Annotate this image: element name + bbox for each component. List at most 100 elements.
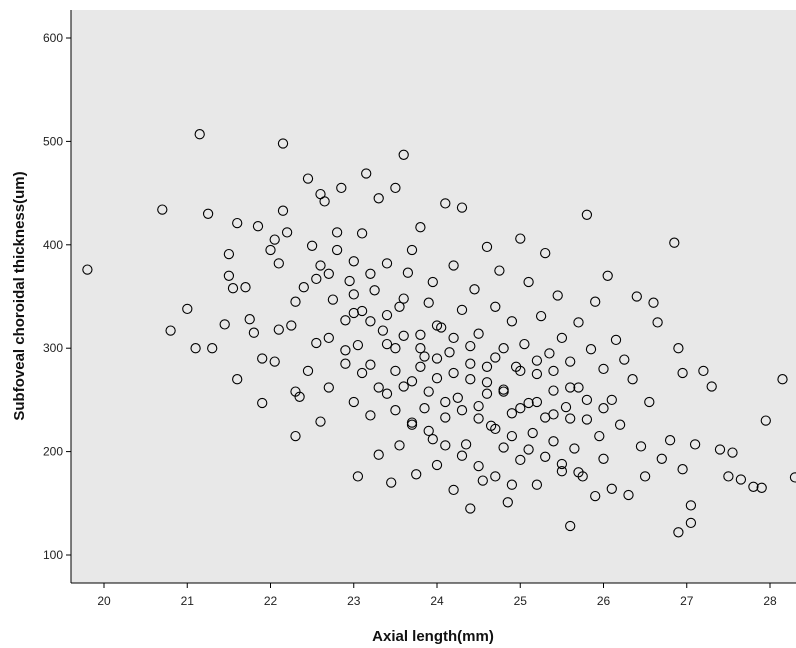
data-point <box>415 222 426 233</box>
data-point <box>498 384 509 395</box>
data-point <box>427 276 438 288</box>
data-point <box>323 382 334 393</box>
data-point <box>527 427 538 439</box>
data-point <box>585 344 597 355</box>
data-point <box>556 458 568 470</box>
data-point <box>373 382 384 393</box>
data-point <box>523 397 534 409</box>
data-point <box>440 396 451 408</box>
data-point <box>456 202 468 213</box>
data-point <box>431 320 443 331</box>
data-point <box>619 354 630 365</box>
data-point <box>760 415 771 426</box>
data-point <box>648 297 659 308</box>
data-point <box>207 343 218 354</box>
data-point <box>411 469 422 480</box>
data-point <box>431 353 443 364</box>
data-point <box>789 472 796 483</box>
data-point <box>290 296 301 307</box>
data-point <box>565 356 576 367</box>
data-point <box>590 296 601 307</box>
data-point <box>673 343 684 354</box>
data-point <box>685 517 697 529</box>
data-point <box>311 273 322 285</box>
data-point <box>631 291 642 302</box>
data-point <box>623 489 634 501</box>
data-point <box>748 481 759 492</box>
data-point <box>365 359 376 370</box>
data-point <box>427 434 438 445</box>
data-point <box>598 403 609 414</box>
data-point <box>456 405 468 416</box>
data-point <box>777 374 788 385</box>
y-axis-ticks: 100 200 300 400 500 600 <box>43 31 71 562</box>
data-point <box>556 332 568 344</box>
data-point <box>415 329 426 340</box>
data-point <box>352 339 364 351</box>
data-point <box>269 356 280 367</box>
data-point <box>614 419 626 430</box>
data-point <box>352 471 364 482</box>
data-point <box>431 459 443 471</box>
data-point <box>581 394 593 406</box>
data-point <box>419 403 430 414</box>
data-point <box>594 430 605 442</box>
data-point <box>390 182 401 194</box>
data-point <box>440 198 451 209</box>
data-point <box>331 227 343 238</box>
data-point <box>473 400 484 412</box>
data-point <box>348 289 359 300</box>
data-point <box>381 388 393 399</box>
data-points <box>82 129 796 538</box>
data-point <box>240 282 251 293</box>
data-point <box>365 316 376 327</box>
data-point <box>82 264 93 275</box>
data-point <box>381 309 393 321</box>
data-point <box>398 330 409 341</box>
data-point <box>194 129 205 140</box>
data-point <box>465 358 476 369</box>
data-point <box>273 324 284 335</box>
data-point <box>356 367 368 379</box>
x-tick-label: 27 <box>680 594 694 608</box>
data-point <box>556 466 568 477</box>
data-point <box>281 227 293 238</box>
x-axis-title: Axial length(mm) <box>372 628 494 645</box>
data-point <box>481 377 493 388</box>
data-point <box>356 305 368 317</box>
data-point <box>548 365 559 377</box>
data-point <box>490 423 501 435</box>
data-point <box>315 416 326 427</box>
data-point <box>223 270 235 281</box>
data-point <box>319 196 330 207</box>
data-point <box>227 283 239 294</box>
data-point <box>273 258 284 269</box>
data-point <box>469 284 480 295</box>
data-point <box>602 270 613 281</box>
data-point <box>544 348 555 359</box>
data-point <box>506 479 518 490</box>
y-tick-label: 100 <box>43 548 63 562</box>
data-point <box>456 450 468 461</box>
data-point <box>565 413 576 424</box>
data-point <box>381 258 393 269</box>
data-point <box>515 365 526 377</box>
y-axis-title: Subfoveal choroidal thickness(um) <box>11 171 28 420</box>
data-point <box>502 497 513 508</box>
data-point <box>581 209 593 220</box>
data-point <box>377 325 389 336</box>
data-point <box>323 268 334 279</box>
data-point <box>277 205 289 216</box>
data-point <box>664 435 676 446</box>
data-point <box>677 464 688 475</box>
data-point <box>498 343 509 354</box>
data-point <box>515 233 526 244</box>
data-point <box>190 343 201 354</box>
data-point <box>331 244 343 256</box>
data-point <box>369 285 380 296</box>
data-point <box>381 338 393 350</box>
data-point <box>415 343 426 354</box>
data-point <box>340 358 351 369</box>
data-point <box>560 401 572 413</box>
